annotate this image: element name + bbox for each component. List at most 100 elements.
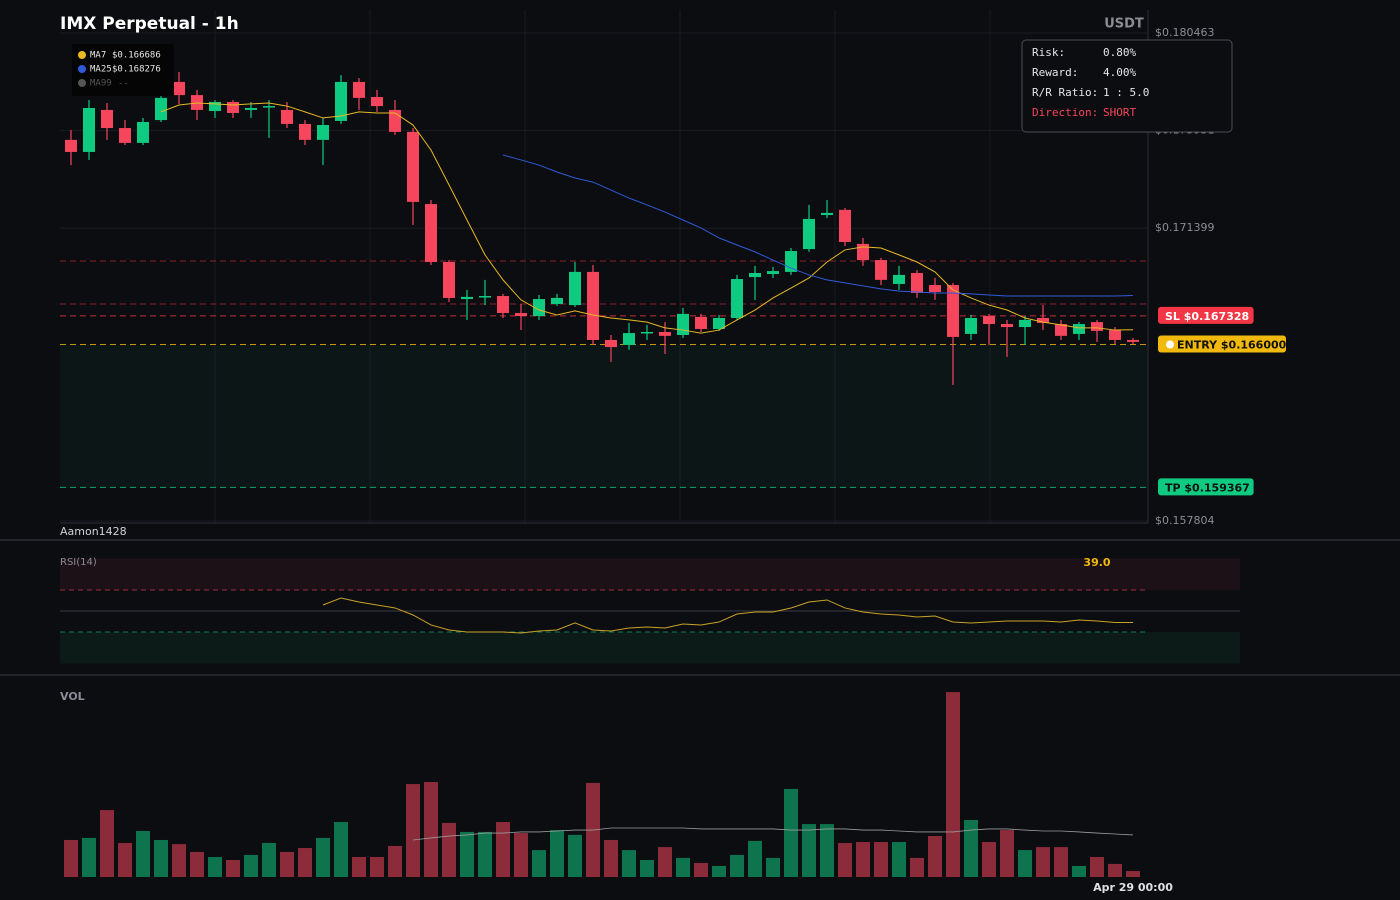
legend-name: MA25 — [90, 65, 112, 75]
candle-body — [713, 317, 725, 329]
rsi-title: RSI(14) — [60, 557, 97, 568]
level-badge — [1158, 306, 1254, 324]
volume-bar — [874, 842, 888, 877]
candle-body — [767, 271, 779, 275]
volume-bar — [334, 822, 348, 877]
candle-body — [245, 108, 257, 110]
candle-body — [731, 279, 743, 318]
legend-dot — [78, 79, 86, 87]
volume-bar — [316, 837, 330, 877]
volume-bar — [640, 859, 654, 877]
volume-bar — [172, 844, 186, 877]
trade-label: Reward: — [1032, 66, 1078, 79]
candle-body — [893, 274, 905, 284]
trade-value: 4.00% — [1103, 66, 1136, 79]
candle-body — [191, 95, 203, 110]
candle-body — [857, 243, 869, 261]
volume-bar — [694, 862, 708, 877]
candle-body — [1001, 324, 1013, 328]
volume-bar — [892, 842, 906, 877]
trade-label: R/R Ratio: — [1032, 86, 1098, 99]
volume-bar — [622, 850, 636, 877]
candle-body — [353, 81, 365, 98]
candle-body — [533, 299, 545, 317]
volume-bar — [910, 857, 924, 877]
volume-bar — [982, 842, 996, 877]
rsi-band — [60, 558, 1240, 590]
volume-bar — [298, 848, 312, 877]
legend-value: $0.166686 — [112, 51, 161, 61]
volume-bar — [352, 856, 366, 877]
candle-body — [299, 123, 311, 140]
volume-bar — [1018, 850, 1032, 877]
volume-bar — [676, 857, 690, 877]
candle-body — [425, 204, 437, 262]
volume-bar — [1036, 847, 1050, 877]
volume-bar — [388, 845, 402, 877]
volume-bar — [964, 819, 978, 877]
volume-bar — [550, 830, 564, 877]
candle-body — [641, 331, 653, 334]
trade-panel — [1021, 39, 1233, 133]
candle-body — [209, 101, 221, 112]
candle-body — [155, 97, 167, 121]
plot-layer: $0.180463$0.175931$0.171399$0.157804 — [60, 10, 1240, 877]
candle-body — [371, 97, 383, 107]
volume-bar — [1108, 863, 1122, 877]
candle-body — [785, 251, 797, 272]
rsi-line — [322, 597, 1133, 634]
volume-bar — [730, 854, 744, 877]
volume-bar — [406, 784, 420, 877]
candle-body — [461, 296, 473, 300]
candle-body — [1055, 324, 1067, 336]
candle-body — [1073, 324, 1085, 334]
volume-bar — [1090, 856, 1104, 877]
candle-body — [443, 261, 455, 298]
volume-bar — [190, 851, 204, 877]
trade-value: SHORT — [1103, 106, 1136, 119]
volume-bar — [568, 834, 582, 877]
x-tick-label: Apr 29 00:00 — [1093, 881, 1173, 894]
volume-bar — [856, 842, 870, 877]
level-badge — [1158, 335, 1286, 353]
candle-body — [227, 101, 239, 113]
candle-body — [281, 109, 293, 124]
volume-bar — [604, 839, 618, 877]
volume-bar — [1054, 847, 1068, 877]
volume-bar — [820, 824, 834, 877]
candle-body — [569, 271, 581, 306]
candle-body — [749, 272, 761, 278]
volume-bar — [748, 840, 762, 877]
legend-dot — [78, 65, 86, 73]
reward-zone — [60, 344, 1148, 488]
volume-bar — [784, 788, 798, 877]
candle-body — [623, 333, 635, 345]
candle-body — [479, 296, 491, 298]
volume-bar — [514, 833, 528, 877]
legend-value: -- — [118, 79, 129, 89]
ma-line — [502, 154, 1134, 297]
level-label: TP $0.159367 — [1165, 481, 1250, 494]
watermark: Aamon1428 — [60, 525, 127, 538]
candle-body — [515, 313, 527, 317]
legend-box — [72, 44, 174, 96]
volume-bar — [244, 854, 258, 877]
candle-body — [587, 271, 599, 340]
volume-bar — [442, 822, 456, 877]
volume-bar — [532, 850, 546, 877]
vol-title: VOL — [60, 690, 85, 703]
volume-bar — [64, 839, 78, 877]
volume-bar — [658, 847, 672, 877]
candle-body — [677, 313, 689, 336]
volume-bar — [370, 856, 384, 877]
volume-bar — [802, 824, 816, 877]
legend-name: MA7 — [90, 51, 106, 61]
volume-bar — [118, 842, 132, 877]
candle-body — [1037, 317, 1049, 323]
trade-value: 0.80% — [1103, 46, 1136, 59]
y-tick-label: $0.171399 — [1155, 221, 1215, 234]
volume-bar — [838, 842, 852, 877]
candle-body — [929, 285, 941, 292]
